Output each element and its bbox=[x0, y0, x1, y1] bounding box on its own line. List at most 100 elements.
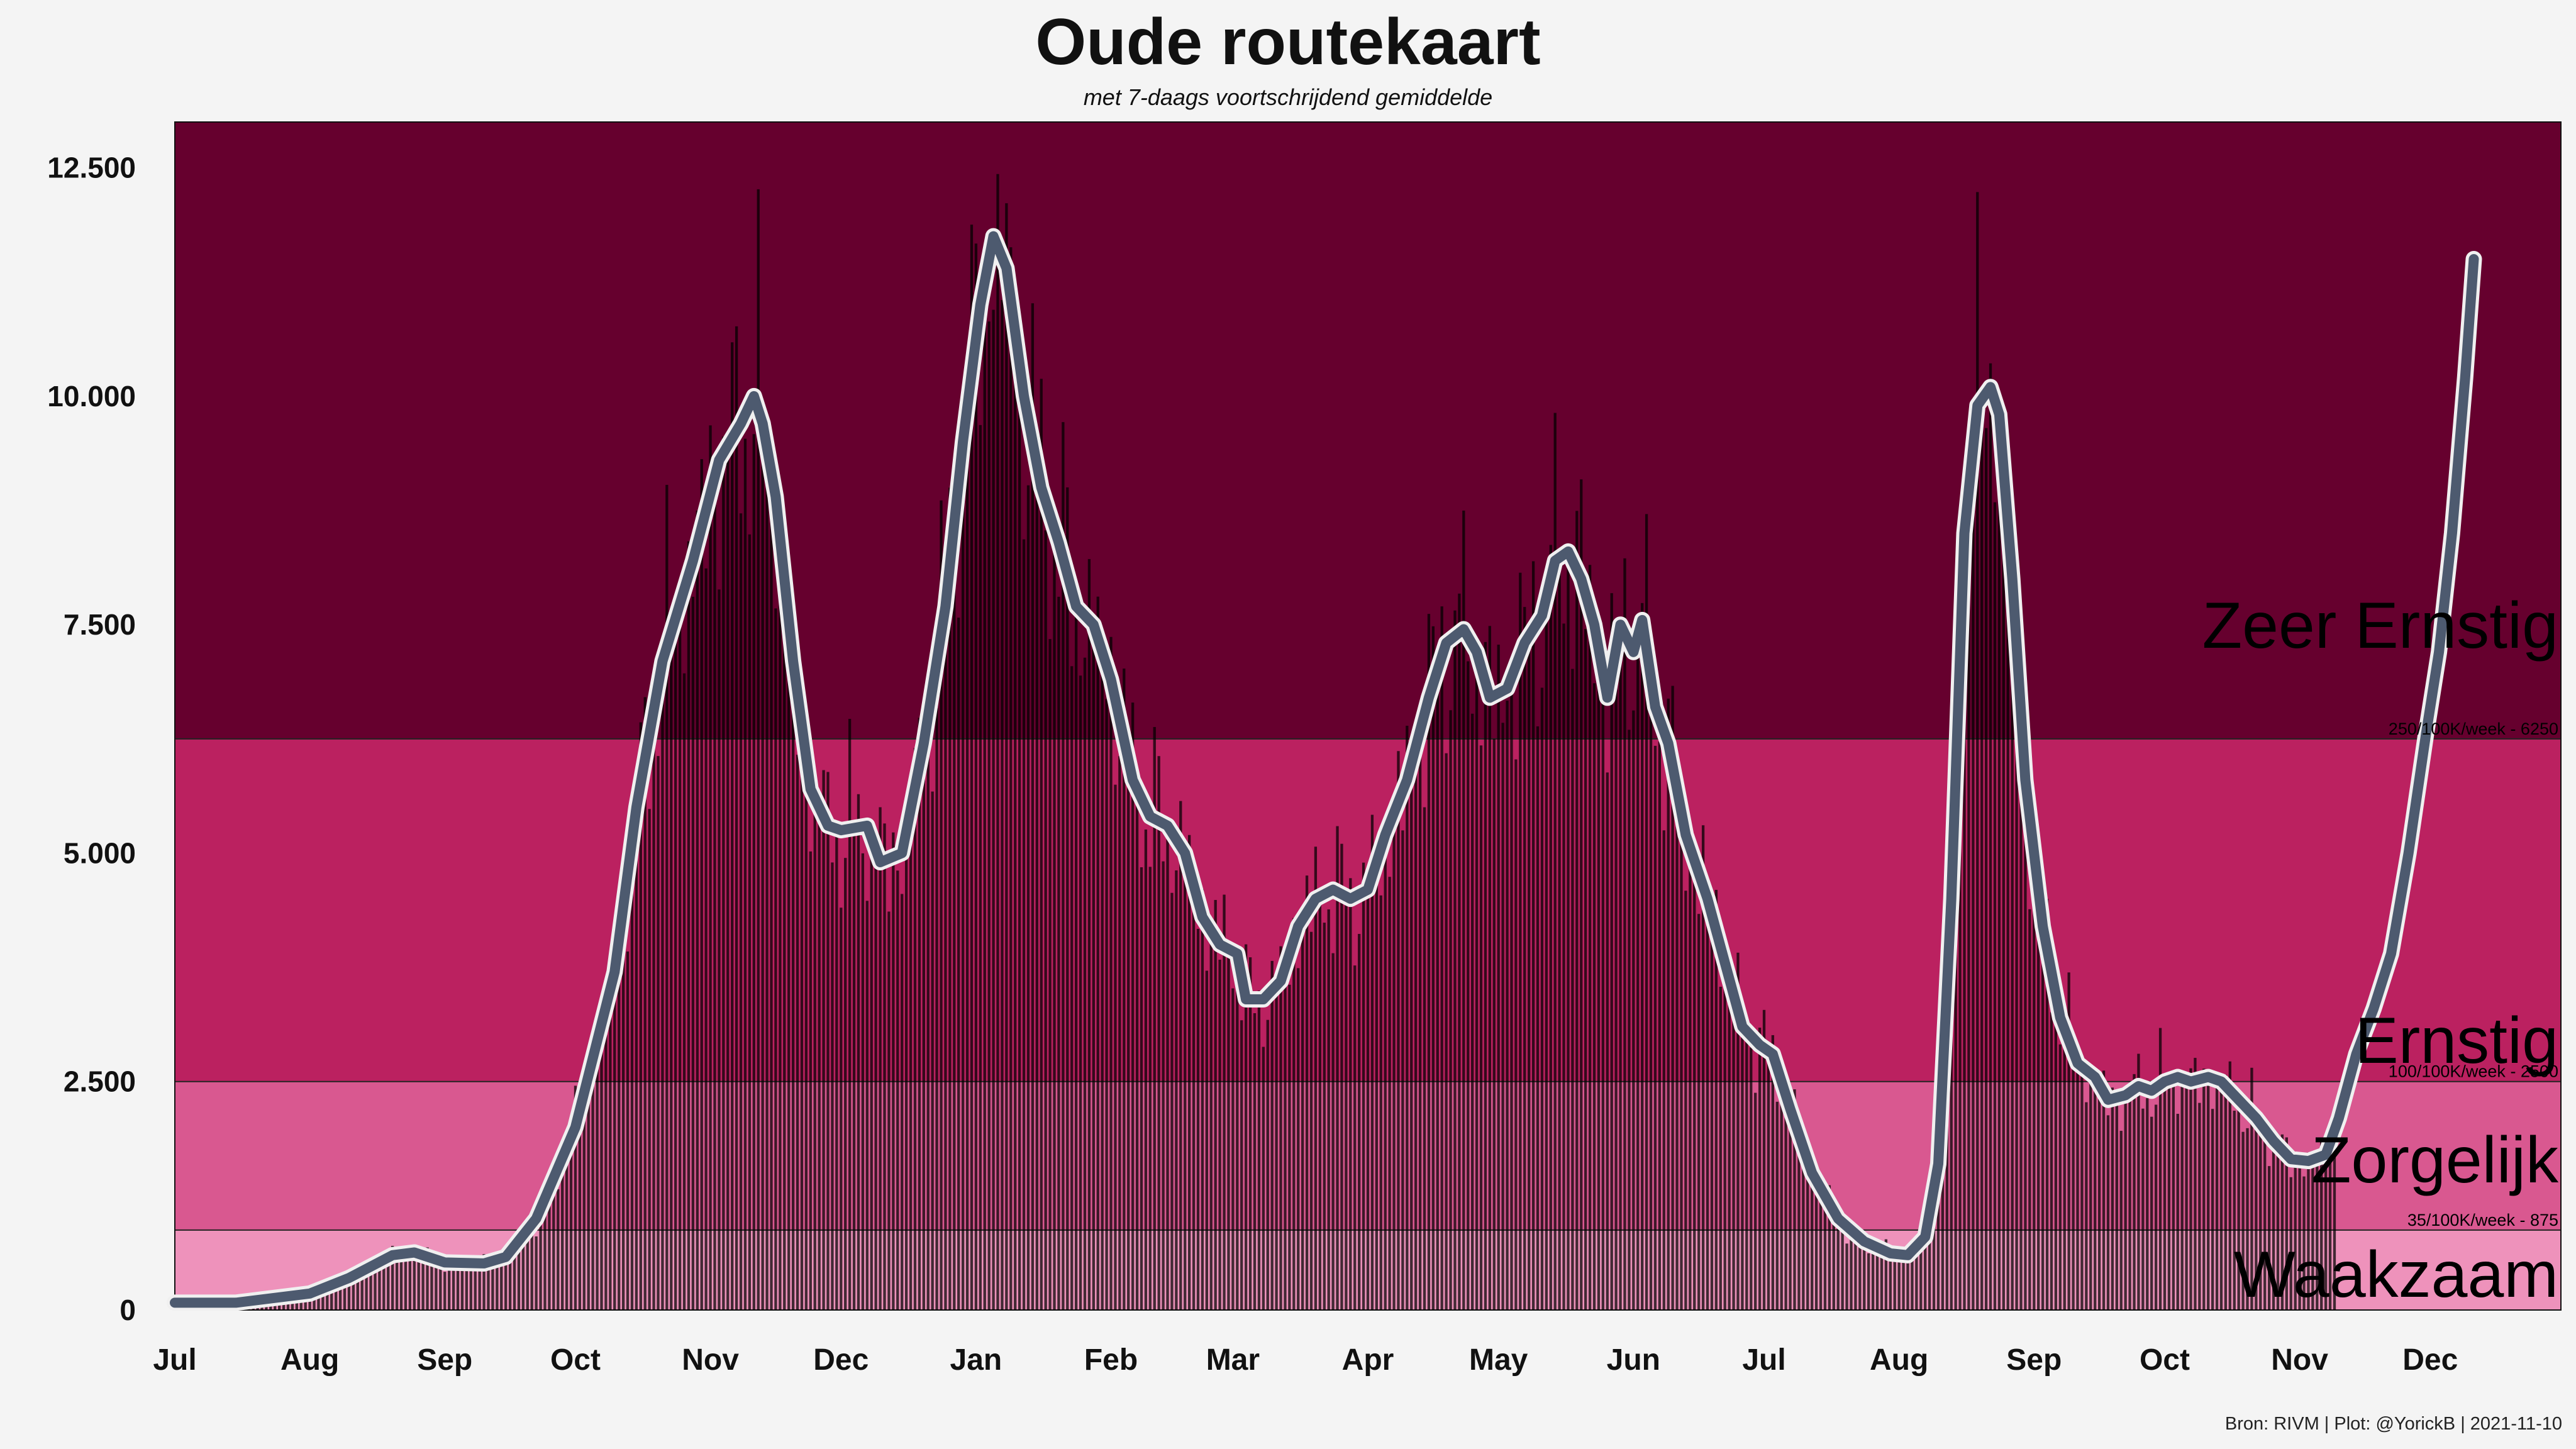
line-layer bbox=[167, 228, 2482, 1311]
daily-bar bbox=[548, 1175, 551, 1310]
daily-bar bbox=[413, 1253, 416, 1310]
daily-bar bbox=[465, 1270, 469, 1310]
daily-bar bbox=[1223, 894, 1226, 1310]
daily-bar bbox=[618, 909, 621, 1310]
daily-bar bbox=[787, 564, 791, 1310]
axes-layer: 0 2.500 5.000 7.500 10.000 12.500 Jul Aug Sep Oct… bbox=[47, 152, 2458, 1377]
daily-bar bbox=[1001, 300, 1004, 1310]
daily-bar bbox=[1950, 868, 1953, 1310]
daily-bar bbox=[365, 1267, 368, 1310]
zone-threshold-zeer-ernstig: 250/100K/week - 6250 bbox=[2389, 719, 2558, 738]
daily-bar bbox=[2128, 1089, 2131, 1310]
daily-bar bbox=[1336, 826, 1339, 1310]
daily-bar bbox=[1523, 607, 1526, 1310]
daily-bar bbox=[892, 832, 895, 1310]
daily-bar bbox=[2219, 1084, 2223, 1310]
daily-bar bbox=[735, 326, 738, 1310]
daily-bar bbox=[1236, 971, 1239, 1310]
daily-bar bbox=[948, 487, 952, 1311]
daily-bar bbox=[1592, 683, 1596, 1310]
daily-bar bbox=[2311, 1163, 2314, 1310]
daily-bar bbox=[1384, 818, 1387, 1310]
daily-bar bbox=[530, 1228, 533, 1310]
daily-bar bbox=[1253, 1013, 1257, 1310]
daily-bar bbox=[1989, 363, 1992, 1310]
daily-bar bbox=[1741, 1024, 1744, 1310]
daily-bar bbox=[1531, 561, 1535, 1310]
daily-bar bbox=[369, 1264, 372, 1310]
x-tick-label: Apr bbox=[1342, 1343, 1394, 1377]
daily-bar bbox=[1875, 1248, 1879, 1310]
daily-bar bbox=[2172, 1083, 2175, 1310]
daily-bar bbox=[1575, 511, 1579, 1310]
daily-bar bbox=[1309, 931, 1313, 1310]
daily-bar bbox=[1083, 657, 1087, 1310]
daily-bar bbox=[330, 1284, 333, 1310]
daily-bar bbox=[2280, 1134, 2284, 1310]
daily-bar bbox=[304, 1294, 307, 1310]
daily-bar bbox=[1257, 991, 1261, 1310]
daily-bar bbox=[1610, 593, 1613, 1311]
daily-bar bbox=[840, 908, 843, 1310]
daily-bar bbox=[1022, 539, 1026, 1311]
daily-bar bbox=[1567, 567, 1570, 1310]
daily-bar bbox=[1331, 953, 1335, 1310]
daily-bar bbox=[2224, 1075, 2228, 1310]
daily-bar bbox=[508, 1256, 512, 1310]
daily-bar bbox=[1449, 710, 1452, 1310]
daily-bar bbox=[1288, 984, 1291, 1310]
daily-bar bbox=[2228, 1061, 2231, 1310]
daily-bar bbox=[574, 1085, 577, 1310]
daily-bar bbox=[1070, 666, 1074, 1310]
daily-bar bbox=[360, 1267, 364, 1310]
daily-bar bbox=[2207, 1075, 2210, 1310]
daily-bar bbox=[561, 1163, 564, 1310]
daily-bar bbox=[1897, 1251, 1901, 1310]
daily-bar bbox=[374, 1271, 377, 1310]
daily-bar bbox=[1750, 1047, 1753, 1310]
daily-bar bbox=[752, 434, 755, 1311]
daily-bar bbox=[2255, 1112, 2258, 1310]
daily-bar bbox=[399, 1253, 403, 1310]
daily-bar bbox=[1035, 458, 1038, 1311]
daily-bar bbox=[1079, 675, 1082, 1310]
y-tick-label: 10.000 bbox=[47, 380, 136, 413]
daily-bar bbox=[2094, 1079, 2097, 1310]
daily-bar bbox=[1248, 957, 1252, 1310]
daily-bar bbox=[826, 772, 830, 1310]
daily-bar bbox=[2137, 1053, 2140, 1310]
chart-title: Oude routekaart bbox=[1035, 6, 1541, 79]
daily-bar bbox=[1924, 1238, 1927, 1310]
daily-bar bbox=[1087, 558, 1091, 1310]
daily-bar bbox=[1701, 825, 1705, 1310]
daily-bar bbox=[2163, 1077, 2167, 1310]
daily-bar bbox=[2006, 531, 2009, 1310]
daily-bar bbox=[961, 443, 965, 1310]
daily-bar bbox=[391, 1245, 394, 1310]
daily-bar bbox=[970, 225, 974, 1311]
daily-bar bbox=[2316, 1152, 2319, 1310]
x-tick-label: Nov bbox=[682, 1343, 739, 1377]
daily-bar bbox=[1706, 905, 1709, 1310]
daily-bar bbox=[2302, 1176, 2306, 1310]
daily-bar bbox=[1784, 1095, 1787, 1310]
daily-bar bbox=[992, 309, 995, 1310]
daily-bar bbox=[726, 447, 730, 1310]
daily-bar bbox=[2102, 1070, 2106, 1310]
daily-bar bbox=[2328, 1139, 2332, 1310]
daily-bar bbox=[901, 894, 904, 1310]
daily-bar bbox=[443, 1272, 447, 1310]
daily-bar bbox=[1984, 428, 1988, 1310]
daily-bar bbox=[2298, 1161, 2301, 1310]
daily-bar bbox=[661, 679, 664, 1310]
daily-bar bbox=[861, 853, 865, 1310]
daily-bar bbox=[987, 321, 991, 1310]
source-caption: Bron: RIVM | Plot: @YorickB | 2021-11-10 bbox=[2224, 1414, 2562, 1434]
daily-bar bbox=[1510, 680, 1513, 1310]
daily-bar bbox=[452, 1258, 455, 1310]
daily-bar bbox=[2263, 1133, 2267, 1310]
daily-bar bbox=[1823, 1197, 1827, 1310]
daily-bar bbox=[2307, 1152, 2310, 1310]
daily-bar bbox=[1462, 510, 1465, 1310]
